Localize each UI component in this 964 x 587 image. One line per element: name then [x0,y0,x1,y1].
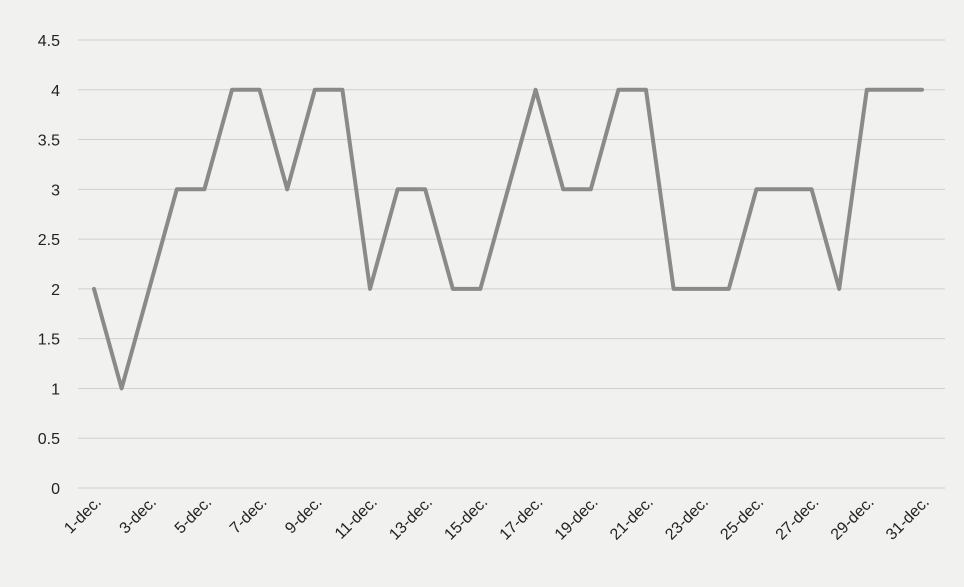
x-tick-label: 7-dec. [227,494,270,537]
x-tick-label: 13-dec. [386,494,436,544]
x-axis-labels: 1-dec. 3-dec. 5-dec. 7-dec. 9-dec. 11-dec. 13-… [61,494,932,544]
x-tick-label: 9-dec. [282,494,325,537]
x-tick-label: 19-dec. [552,494,602,544]
gridlines [78,39,945,489]
y-tick-label: 1 [51,381,60,398]
x-tick-label: 3-dec. [117,494,160,537]
x-tick-label: 31-dec. [883,494,933,544]
y-tick-label: 0.5 [38,431,60,448]
y-tick-label: 4 [51,83,60,100]
x-tick-label: 29-dec. [828,494,878,544]
series-layer [92,87,924,391]
x-tick-label: 23-dec. [662,494,712,544]
y-tick-label: 3 [51,182,60,199]
y-axis-labels: 0 0.5 1 1.5 2 2.5 3 3.5 4 4.5 [38,33,60,498]
x-tick-label: 5-dec. [172,494,215,537]
x-tick-label: 25-dec. [717,494,767,544]
x-tick-label: 1-dec. [61,494,104,537]
x-tick-label: 11-dec. [332,494,381,543]
series-line [92,87,924,391]
x-tick-label: 15-dec. [441,494,491,544]
y-tick-label: 1.5 [38,332,60,349]
y-tick-label: 2.5 [38,232,60,249]
y-tick-label: 0 [51,481,60,498]
y-tick-label: 4.5 [38,33,60,50]
y-tick-label: 2 [51,282,60,299]
x-tick-label: 27-dec. [773,494,823,544]
x-tick-label: 21-dec. [607,494,657,544]
x-tick-label: 17-dec. [497,494,547,544]
y-tick-label: 3.5 [38,133,60,150]
